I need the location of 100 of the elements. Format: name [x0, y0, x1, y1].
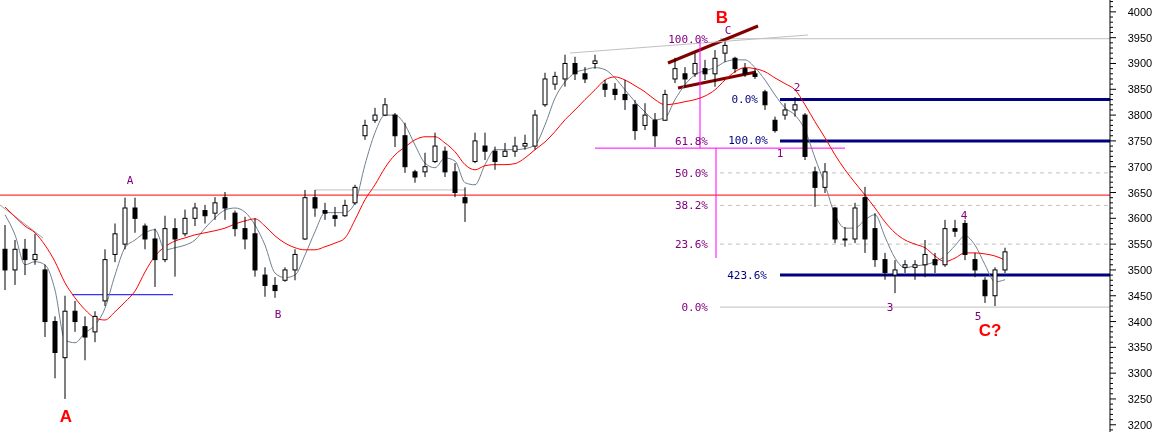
candlestick: [462, 186, 468, 223]
candlestick: [392, 112, 398, 148]
annotation: 4: [960, 209, 968, 222]
candlestick: [12, 239, 18, 286]
annotation: B: [715, 8, 729, 27]
annotation: 0.0%: [731, 93, 759, 106]
candlestick: [212, 196, 218, 221]
candlestick: [762, 89, 768, 111]
candlestick: [262, 266, 268, 298]
candlestick: [202, 204, 208, 224]
candlestick: [672, 57, 678, 84]
candlestick: [472, 132, 478, 164]
candlestick: [142, 222, 148, 250]
annotation: 1: [776, 147, 784, 160]
y-tick-label: 3900: [1127, 57, 1153, 70]
candlestick: [272, 276, 278, 299]
annotation: A: [126, 174, 134, 187]
candlestick: [902, 259, 908, 274]
candlestick: [422, 152, 428, 178]
annotation: 61.8%: [674, 135, 709, 148]
candlestick: [232, 210, 238, 237]
candlestick: [242, 216, 248, 250]
y-tick-label: 3850: [1127, 83, 1153, 96]
candlestick: [562, 54, 568, 88]
candlestick: [182, 209, 188, 237]
y-tick-label: 3650: [1127, 186, 1153, 199]
candlestick: [512, 136, 518, 158]
candlestick: [712, 49, 718, 88]
candlestick: [612, 82, 618, 101]
y-tick-label: 3350: [1127, 341, 1153, 354]
annotation: 50.0%: [674, 167, 709, 180]
annotation: B: [274, 308, 282, 321]
candlestick: [892, 259, 898, 294]
candlestick: [222, 191, 228, 221]
candlestick: [1002, 247, 1008, 274]
candlestick: [22, 238, 28, 276]
annotation: 5: [974, 310, 982, 323]
candlestick: [702, 59, 708, 81]
candlestick: [932, 252, 938, 274]
candlestick: [822, 162, 828, 194]
candlestick: [442, 146, 448, 178]
candlestick: [952, 219, 958, 238]
y-tick-label: 3300: [1127, 367, 1153, 380]
candlestick: [502, 142, 508, 158]
candlestick: [292, 248, 298, 281]
candlestick: [72, 300, 78, 333]
candlestick: [332, 206, 338, 228]
candlestick: [842, 226, 848, 248]
candlestick: [652, 112, 658, 148]
candlestick: [742, 62, 748, 78]
y-tick-label: 3400: [1127, 315, 1153, 328]
y-tick-label: 3600: [1127, 212, 1153, 225]
candlestick: [882, 252, 888, 281]
annotation: 23.6%: [674, 238, 709, 251]
annotation: C?: [978, 321, 1002, 340]
annotation: 2: [793, 81, 801, 94]
candlestick: [722, 41, 728, 63]
y-tick-label: 3750: [1127, 134, 1153, 147]
candlestick: [792, 96, 798, 118]
candlestick: [152, 228, 158, 288]
candlestick: [352, 184, 358, 206]
candlestick: [132, 197, 138, 234]
annotation: C: [724, 24, 732, 37]
candlestick: [812, 166, 818, 208]
candlestick: [782, 102, 788, 121]
y-tick-label: 3700: [1127, 160, 1153, 173]
candlestick: [592, 54, 598, 70]
candlestick: [432, 132, 438, 164]
candlestick: [482, 132, 488, 161]
candlestick: [192, 202, 198, 227]
candlestick: [582, 66, 588, 84]
annotation: 0.0%: [681, 301, 709, 314]
annotation: A: [59, 407, 73, 426]
annotation: 3: [886, 301, 894, 314]
candlestick: [622, 79, 628, 111]
annotation: 38.2%: [674, 199, 709, 212]
candlestick: [752, 68, 758, 80]
candlestick: [172, 217, 178, 278]
candlestick: [492, 146, 498, 171]
y-tick-label: 3200: [1127, 418, 1153, 431]
annotation: 100.0%: [668, 33, 709, 46]
candlestick: [922, 239, 928, 278]
y-tick-label: 3800: [1127, 109, 1153, 122]
candlestick: [642, 102, 648, 131]
candlestick: [972, 252, 978, 278]
candlestick: [32, 233, 38, 266]
candlestick: [452, 162, 458, 198]
y-tick-label: 3450: [1127, 289, 1153, 302]
candlestick: [312, 189, 318, 218]
candlestick: [322, 202, 328, 221]
candlestick: [112, 222, 118, 263]
y-tick-label: 3500: [1127, 263, 1153, 276]
annotation: 423.6%: [727, 269, 768, 282]
y-tick-label: 4000: [1127, 5, 1153, 18]
y-tick-label: 3250: [1127, 392, 1153, 405]
candlestick: [682, 66, 688, 88]
candlestick: [92, 310, 98, 343]
candlestick: [912, 259, 918, 281]
candlestick: [522, 134, 528, 151]
candlestick: [692, 52, 698, 78]
